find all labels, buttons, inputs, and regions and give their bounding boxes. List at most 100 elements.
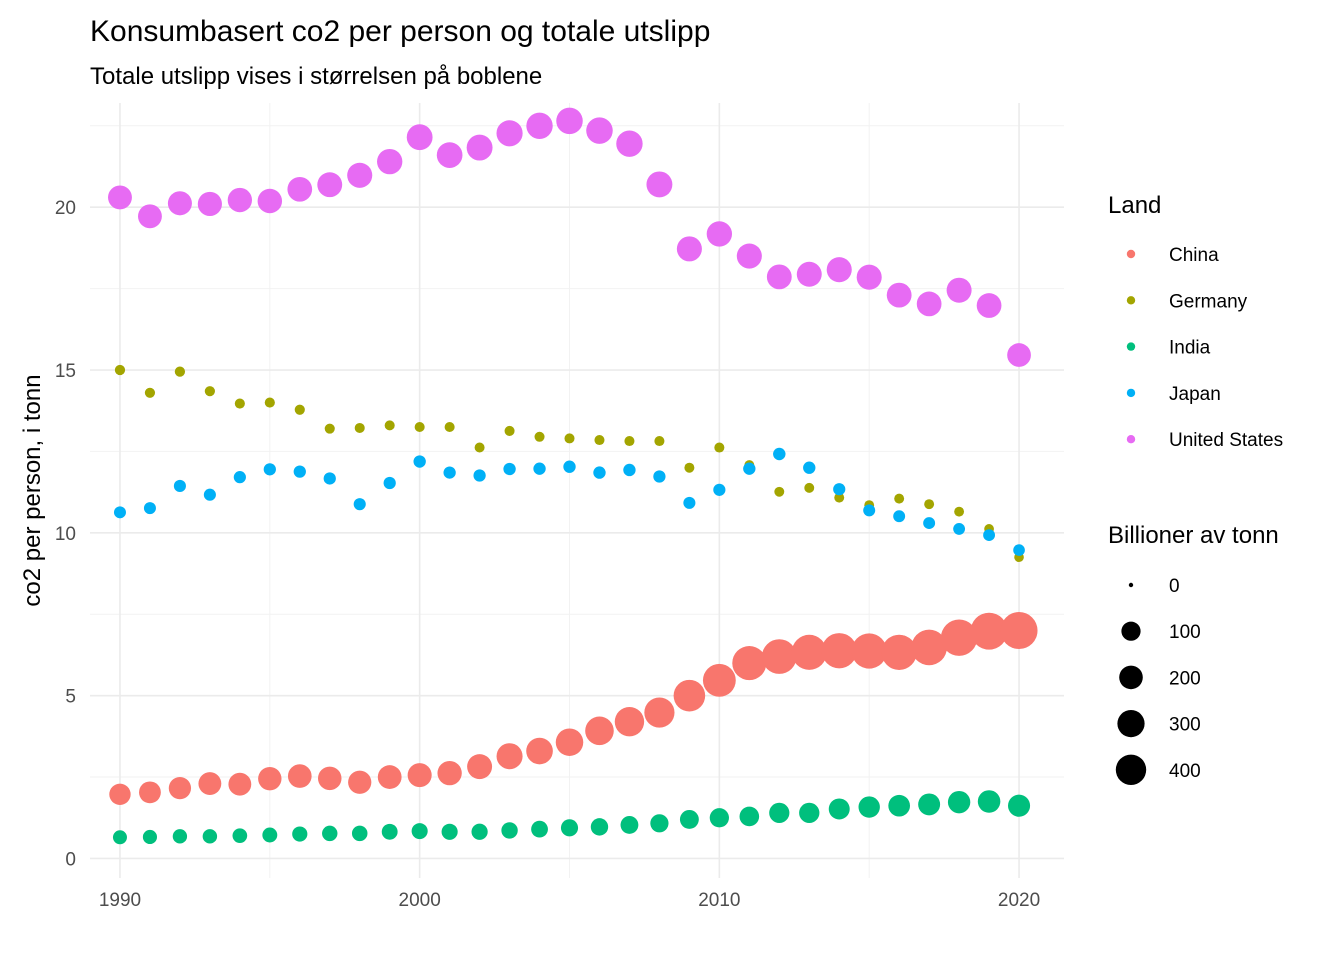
data-point — [983, 529, 995, 542]
data-point — [411, 823, 428, 840]
data-point — [348, 770, 372, 794]
data-point — [114, 364, 126, 376]
data-point — [384, 420, 395, 431]
data-point — [142, 829, 158, 845]
data-points — [108, 107, 1038, 845]
legend-key — [1126, 435, 1136, 444]
x-tick-label: 2020 — [998, 890, 1040, 911]
data-point — [881, 634, 917, 670]
data-point — [526, 737, 553, 765]
y-axis-title: co2 per person, i tonn — [19, 374, 46, 606]
y-tick-label: 10 — [55, 524, 76, 545]
data-point — [317, 172, 343, 198]
legend-label: Germany — [1169, 291, 1248, 312]
data-point — [673, 679, 706, 712]
data-point — [473, 469, 486, 482]
data-point — [953, 523, 966, 535]
legend-item: India — [1126, 338, 1211, 359]
data-point — [233, 471, 246, 484]
data-point — [467, 754, 493, 780]
data-point — [947, 790, 971, 814]
data-point — [234, 398, 245, 409]
data-point — [858, 796, 880, 818]
data-point — [436, 142, 463, 168]
data-point — [791, 634, 827, 670]
data-point — [167, 191, 192, 216]
legend-key — [1126, 342, 1136, 351]
data-point — [294, 404, 305, 415]
data-point — [139, 781, 161, 804]
data-point — [709, 808, 729, 828]
data-point — [585, 716, 614, 746]
data-point — [676, 236, 702, 262]
data-point — [1000, 612, 1038, 650]
data-point — [774, 486, 785, 497]
data-point — [197, 191, 222, 217]
data-point — [923, 517, 936, 530]
data-point — [924, 499, 935, 510]
data-point — [534, 431, 545, 442]
data-point — [684, 462, 695, 473]
data-point — [594, 434, 605, 446]
legend: Land China Germany India Japan United States B… — [1108, 192, 1283, 785]
data-point — [198, 772, 222, 795]
data-point — [1013, 544, 1025, 556]
data-point — [232, 828, 248, 844]
size-legend-key — [1117, 710, 1145, 738]
data-point — [863, 504, 876, 517]
data-point — [413, 455, 426, 468]
data-point — [940, 619, 978, 656]
data-point — [683, 496, 696, 509]
data-point — [833, 483, 846, 496]
data-point — [227, 187, 253, 213]
data-point — [1007, 343, 1031, 367]
data-point — [766, 264, 792, 290]
data-point — [702, 663, 736, 697]
data-point — [593, 466, 606, 479]
data-point — [351, 825, 368, 842]
data-point — [474, 442, 485, 453]
data-point — [732, 646, 767, 681]
data-point — [826, 257, 852, 283]
x-tick-label: 1990 — [99, 890, 141, 911]
data-point — [263, 463, 276, 476]
data-point — [894, 493, 905, 504]
data-point — [443, 466, 456, 479]
data-point — [946, 277, 972, 303]
data-point — [799, 802, 820, 824]
data-point — [317, 766, 342, 791]
data-point — [504, 425, 515, 436]
data-point — [322, 825, 338, 842]
data-point — [803, 461, 816, 474]
data-point — [834, 492, 845, 503]
data-point — [503, 462, 516, 476]
data-point — [706, 221, 733, 247]
data-point — [324, 423, 335, 434]
data-point — [714, 442, 725, 453]
data-point — [713, 483, 726, 496]
data-point — [287, 764, 312, 788]
data-point — [977, 790, 1001, 813]
data-point — [354, 422, 365, 434]
data-point — [828, 798, 850, 820]
data-point — [172, 829, 188, 844]
data-point — [441, 823, 458, 840]
data-point — [287, 176, 313, 202]
data-point — [564, 433, 575, 444]
data-point — [533, 462, 546, 475]
size-legend-key — [1121, 621, 1141, 641]
data-point — [911, 629, 947, 666]
data-point — [893, 510, 906, 523]
data-point — [586, 117, 613, 144]
data-point — [293, 465, 306, 478]
data-point — [531, 820, 548, 838]
data-point — [173, 479, 186, 492]
data-point — [888, 794, 910, 817]
data-point — [414, 421, 425, 433]
data-point — [203, 488, 216, 501]
data-point — [323, 472, 336, 485]
legend-label: India — [1169, 338, 1211, 359]
size-legend-item: 300 — [1117, 710, 1201, 738]
grid-minor — [90, 103, 1064, 878]
